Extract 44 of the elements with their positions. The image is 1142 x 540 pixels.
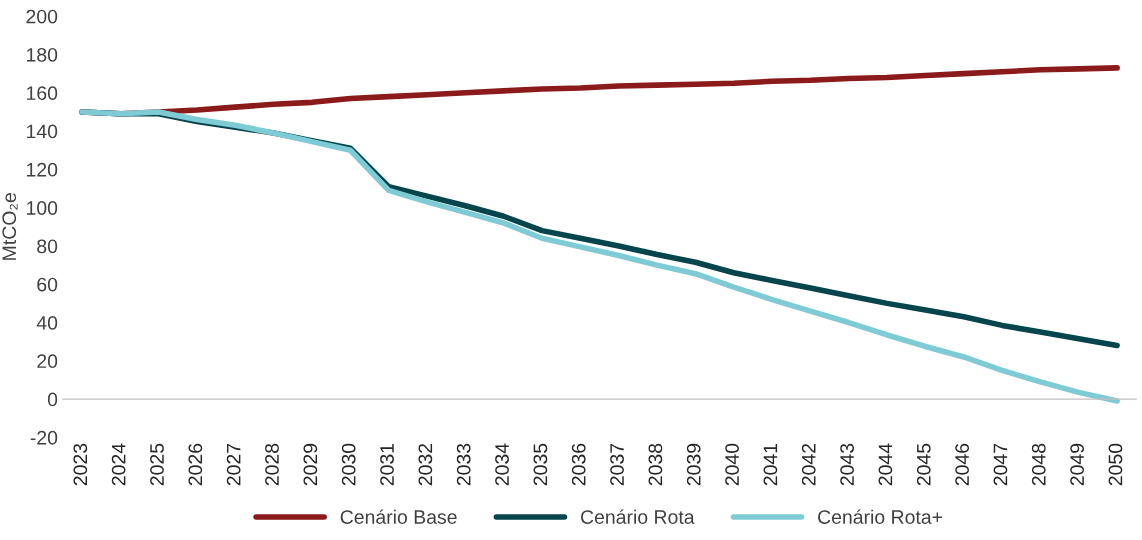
legend-label: Cenário Rota+ — [818, 509, 943, 524]
y-tick-label: 200 — [26, 9, 58, 24]
x-tick-label: 2045 — [916, 443, 931, 486]
x-tick-label: 2038 — [648, 443, 663, 486]
x-tick-label: 2036 — [571, 443, 586, 486]
y-tick-label: 40 — [36, 316, 58, 330]
x-tick-label: 2047 — [993, 443, 1008, 486]
y-tick-label: 100 — [26, 201, 58, 215]
y-tick-label: -20 — [30, 430, 58, 445]
x-tick-label: 2042 — [801, 443, 816, 486]
x-tick-label: 2040 — [725, 443, 739, 486]
y-tick-label: 20 — [37, 354, 58, 369]
y-tick-label: 180 — [26, 47, 58, 62]
x-tick-label: 2039 — [686, 443, 701, 486]
x-tick-label: 2028 — [265, 443, 279, 486]
x-tick-label: 2035 — [533, 443, 548, 486]
x-tick-label: 2048 — [1031, 443, 1046, 486]
x-tick-label: 2033 — [456, 443, 471, 486]
x-tick-label: 2037 — [610, 443, 624, 486]
x-tick-label: 2050 — [1108, 443, 1123, 486]
x-tick-label: 2031 — [380, 443, 394, 486]
x-tick-label: 2026 — [188, 443, 203, 486]
x-tick-label: 2043 — [840, 443, 854, 486]
x-tick-label: 2029 — [303, 443, 318, 486]
x-tick-label: 2041 — [763, 443, 778, 486]
y-axis-title: MtCO₂e — [2, 193, 18, 260]
x-tick-label: 2027 — [226, 443, 241, 486]
x-tick-label: 2049 — [1070, 443, 1084, 486]
y-tick-label: 160 — [26, 86, 58, 101]
y-tick-label: 0 — [47, 392, 58, 407]
x-tick-label: 2044 — [878, 443, 893, 486]
y-tick-label: 120 — [26, 162, 58, 177]
y-tick-label: 80 — [37, 239, 58, 254]
x-tick-label: 2034 — [495, 443, 509, 486]
x-tick-label: 2032 — [418, 443, 433, 486]
y-tick-label: 60 — [37, 277, 58, 292]
y-tick-label: 140 — [26, 124, 58, 139]
x-tick-label: 2023 — [73, 443, 88, 486]
x-tick-label: 2030 — [341, 443, 356, 486]
x-tick-label: 2046 — [955, 443, 969, 486]
legend-label: Cenário Base — [340, 509, 457, 524]
x-tick-label: 2025 — [150, 443, 164, 486]
x-tick-label: 2024 — [111, 443, 126, 486]
legend-label: Cenário Rota — [581, 509, 695, 524]
